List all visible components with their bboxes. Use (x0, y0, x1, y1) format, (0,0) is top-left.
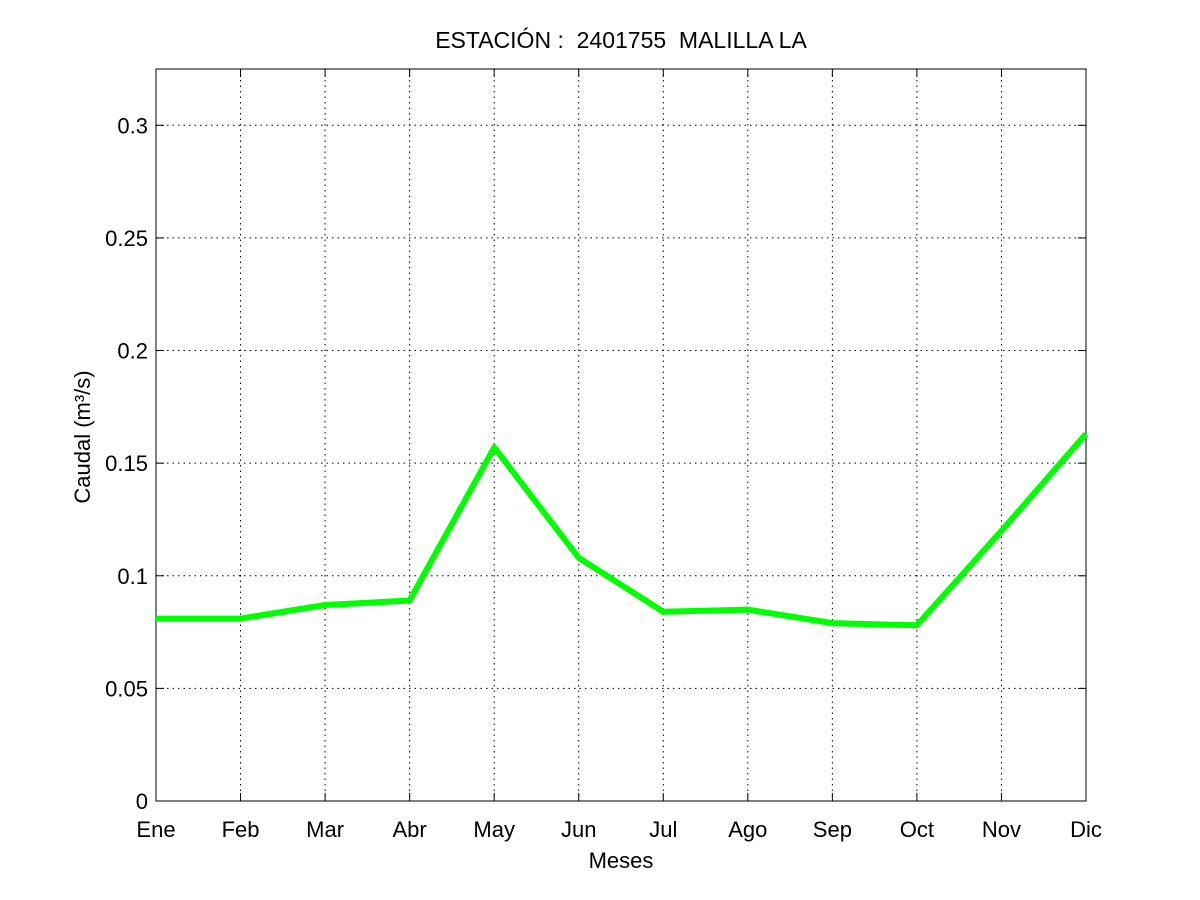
x-tick-label: Sep (813, 817, 852, 842)
x-tick-label: Abr (393, 817, 427, 842)
y-tick-label: 0.25 (105, 226, 148, 251)
y-tick-label: 0.05 (105, 676, 148, 701)
chart-title: ESTACIÓN : 2401755 MALILLA LA (435, 27, 807, 53)
y-axis-label: Caudal (m³/s) (70, 370, 95, 503)
x-tick-label: Jun (561, 817, 596, 842)
x-tick-label: May (473, 817, 515, 842)
x-tick-label: Oct (900, 817, 934, 842)
x-tick-label: Feb (222, 817, 260, 842)
y-tick-label: 0 (136, 789, 148, 814)
y-tick-label: 0.1 (117, 564, 148, 589)
grid (156, 69, 1086, 801)
x-tick-label: Dic (1070, 817, 1102, 842)
x-axis-label: Meses (589, 848, 654, 873)
series-layer (156, 431, 1089, 629)
x-tick-label: Jul (649, 817, 677, 842)
series-line-0 (156, 431, 1089, 629)
y-tick-label: 0.15 (105, 451, 148, 476)
x-tick-label: Ene (136, 817, 175, 842)
x-tick-labels: Ene Feb Mar Abr May Jun Jul Ago Sep Oct Nov Dic (136, 817, 1101, 842)
x-tick-label: Mar (306, 817, 344, 842)
plot-area (156, 69, 1086, 801)
y-tick-labels: 0 0.05 0.1 0.15 0.2 0.25 0.3 (105, 113, 148, 814)
y-tick-label: 0.2 (117, 339, 148, 364)
y-tick-label: 0.3 (117, 113, 148, 138)
x-tick-label: Nov (982, 817, 1021, 842)
x-tick-label: Ago (728, 817, 767, 842)
